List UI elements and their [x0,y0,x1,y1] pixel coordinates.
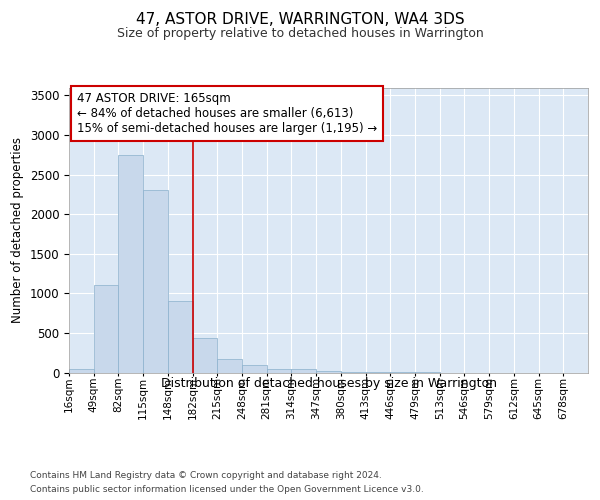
Bar [94,286,118,372]
Text: 47, ASTOR DRIVE, WARRINGTON, WA4 3DS: 47, ASTOR DRIVE, WARRINGTON, WA4 3DS [136,12,464,28]
Bar [242,364,267,372]
Text: Distribution of detached houses by size in Warrington: Distribution of detached houses by size … [161,378,497,390]
Bar [193,338,217,372]
Text: Contains public sector information licensed under the Open Government Licence v3: Contains public sector information licen… [30,485,424,494]
Bar [168,301,193,372]
Bar [143,190,168,372]
Bar [316,371,341,372]
Bar [292,370,316,372]
Bar [267,368,292,372]
Y-axis label: Number of detached properties: Number of detached properties [11,137,24,323]
Text: 47 ASTOR DRIVE: 165sqm
← 84% of detached houses are smaller (6,613)
15% of semi-: 47 ASTOR DRIVE: 165sqm ← 84% of detached… [77,92,377,135]
Bar [69,368,94,372]
Text: Size of property relative to detached houses in Warrington: Size of property relative to detached ho… [116,28,484,40]
Bar [217,358,242,372]
Text: Contains HM Land Registry data © Crown copyright and database right 2024.: Contains HM Land Registry data © Crown c… [30,471,382,480]
Bar [118,155,143,372]
